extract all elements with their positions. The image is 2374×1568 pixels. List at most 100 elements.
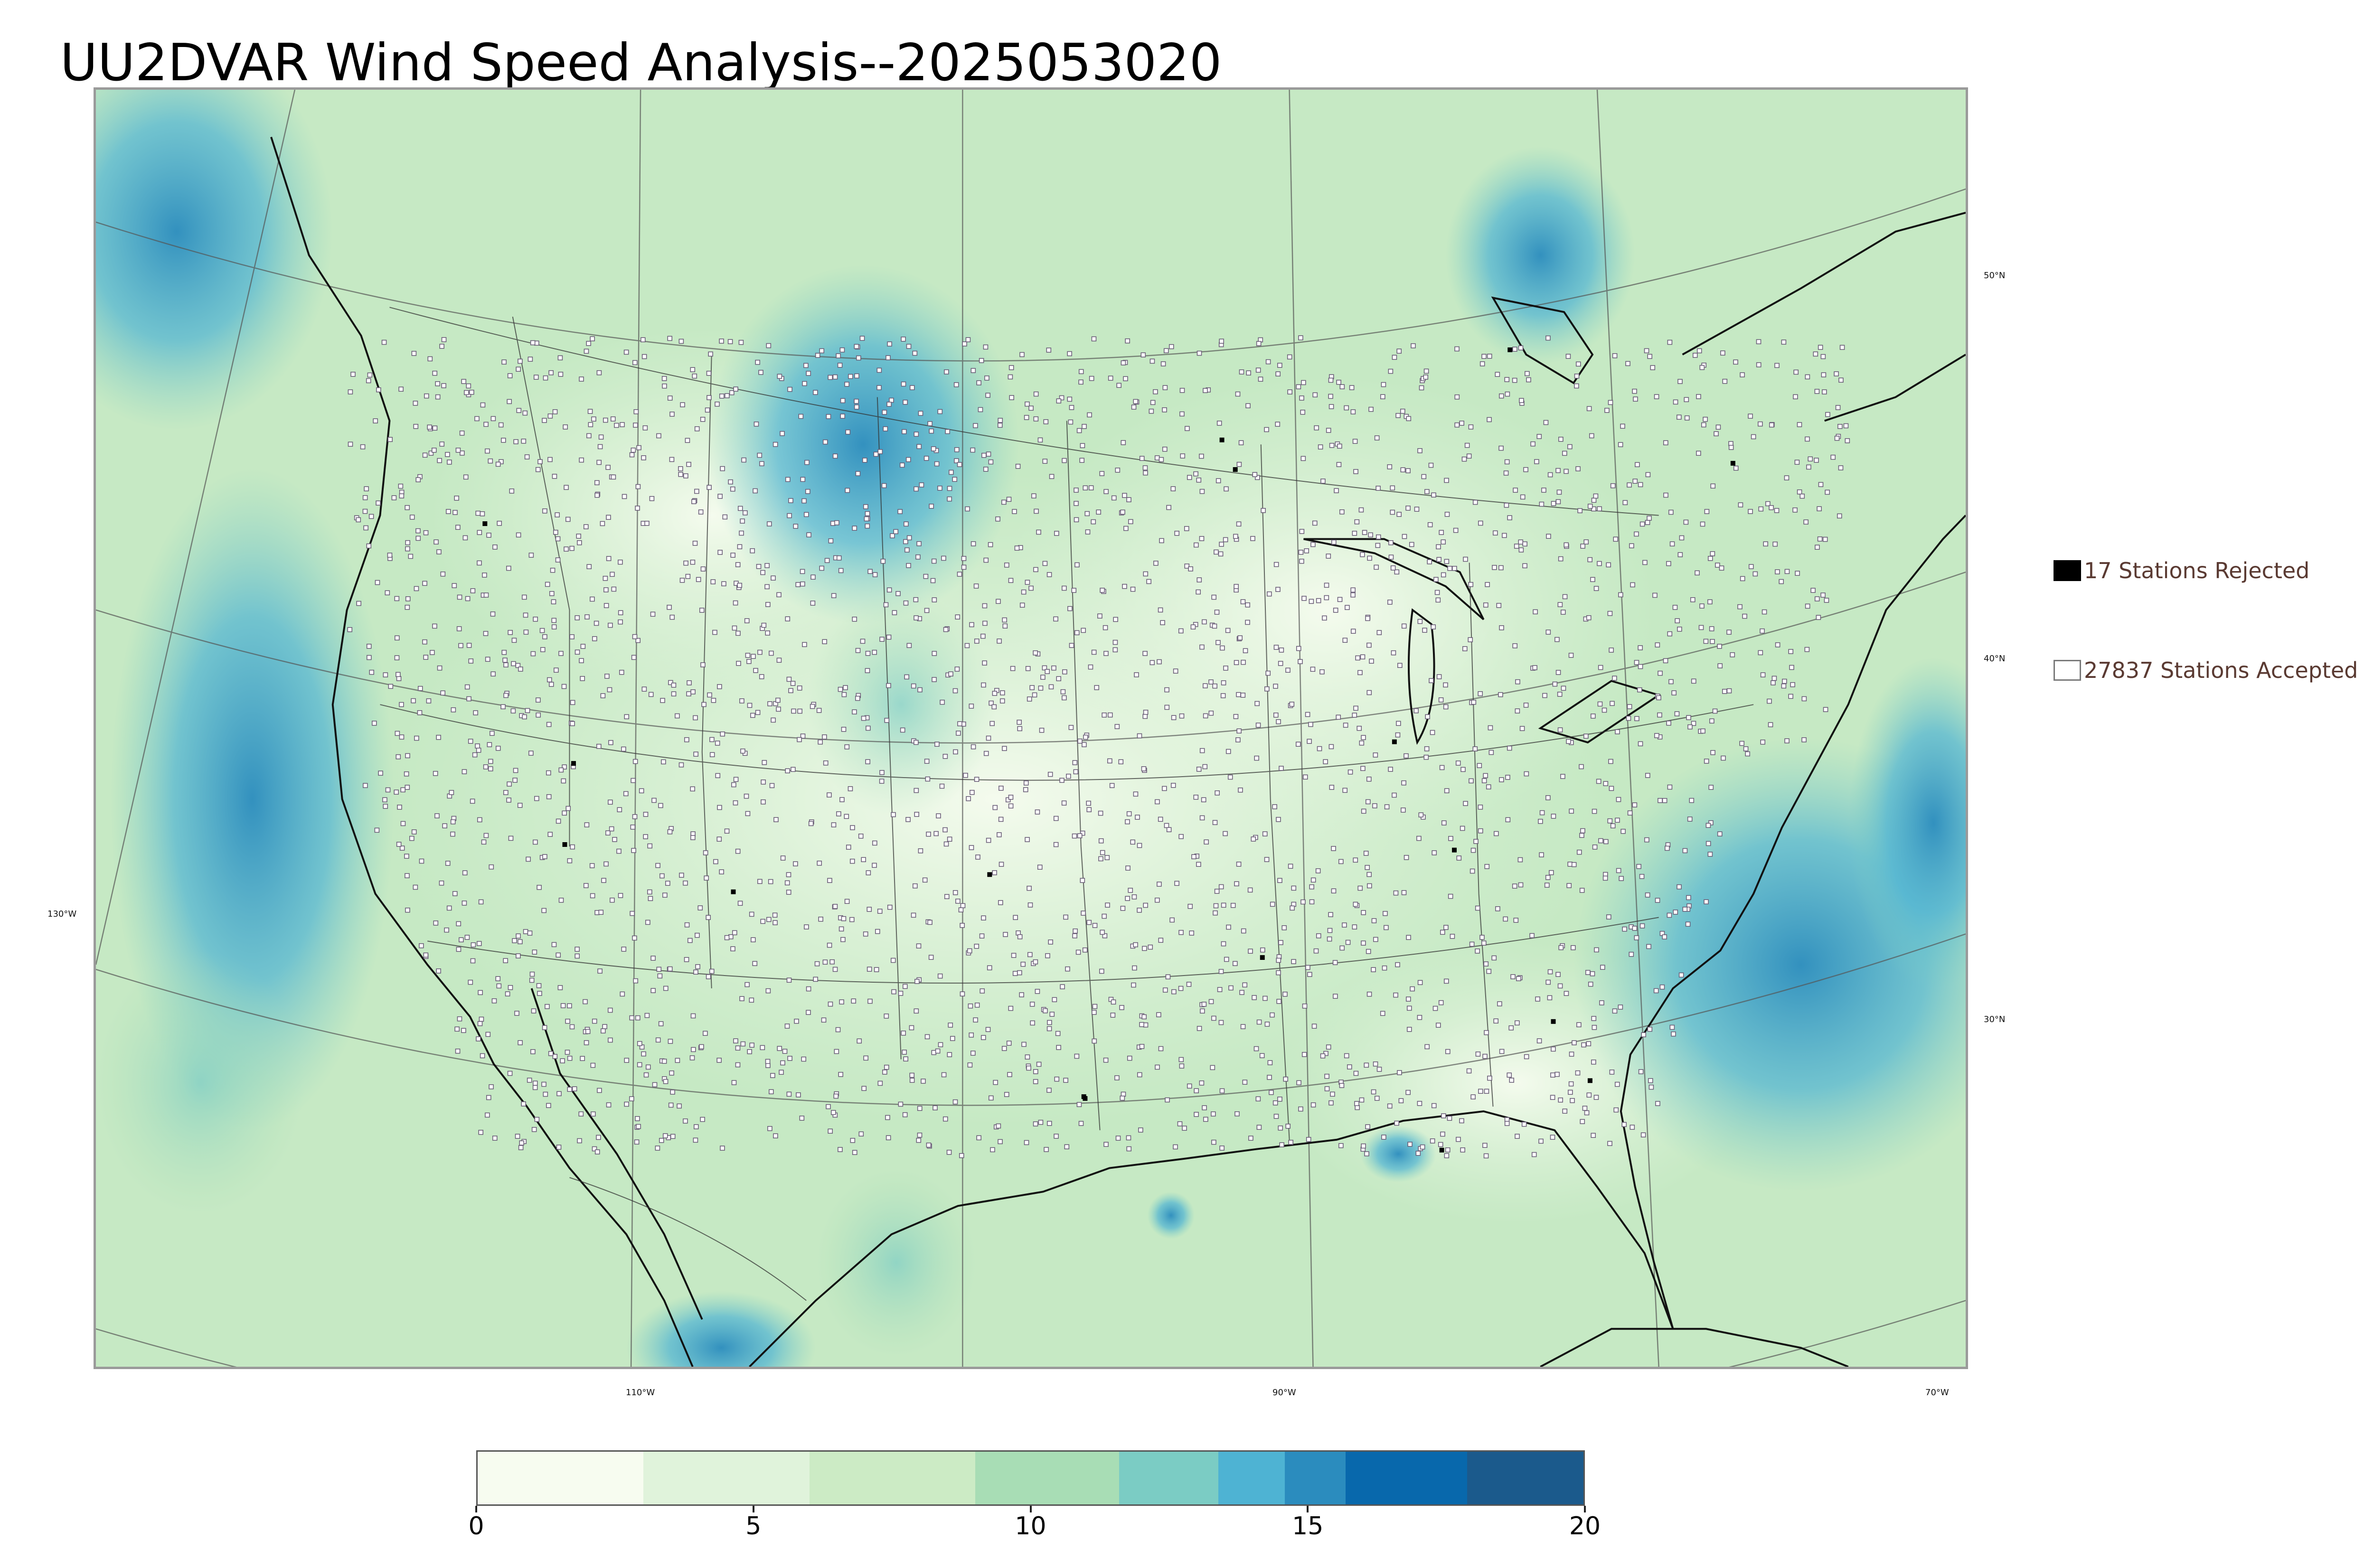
accepted-station-marker [1580, 544, 1585, 549]
accepted-station-marker [405, 540, 411, 545]
accepted-station-marker [671, 682, 677, 688]
accepted-station-marker [1240, 693, 1246, 698]
accepted-station-marker [645, 920, 650, 925]
accepted-station-marker [1496, 603, 1502, 608]
accepted-station-marker [1118, 759, 1124, 765]
wind-speed-map[interactable] [96, 90, 1966, 1367]
accepted-station-marker [967, 1062, 973, 1068]
accepted-station-marker [1329, 442, 1335, 448]
accepted-station-marker [881, 483, 887, 488]
accepted-station-marker [1125, 896, 1130, 901]
accepted-station-marker [1703, 638, 1709, 644]
accepted-station-marker [667, 829, 673, 835]
accepted-station-marker [655, 1037, 661, 1043]
accepted-station-marker [480, 402, 486, 408]
accepted-station-marker [1788, 649, 1794, 654]
accepted-station-marker [1019, 992, 1024, 997]
accepted-station-marker [1219, 1145, 1225, 1151]
accepted-station-marker [642, 425, 648, 431]
accepted-station-marker [671, 691, 677, 696]
accepted-station-marker [694, 426, 700, 432]
accepted-station-marker [1373, 752, 1378, 758]
accepted-station-marker [886, 402, 892, 407]
accepted-station-marker [436, 968, 441, 974]
accepted-station-marker [1074, 630, 1080, 636]
accepted-station-marker [935, 1048, 941, 1054]
accepted-station-marker [567, 1003, 572, 1009]
accepted-station-marker [793, 524, 799, 529]
accepted-station-marker [1135, 815, 1140, 820]
accepted-station-marker [503, 958, 508, 963]
accepted-station-marker [827, 942, 832, 948]
accepted-station-marker [1133, 399, 1139, 404]
map-panel[interactable] [94, 87, 1968, 1369]
colorbar-tick [752, 1506, 754, 1512]
accepted-station-marker [691, 499, 697, 504]
rejected-station-marker [1219, 437, 1225, 442]
accepted-station-marker [363, 525, 368, 531]
accepted-station-marker [1523, 467, 1528, 472]
accepted-station-marker [1004, 1092, 1009, 1097]
accepted-station-marker [785, 616, 791, 621]
accepted-station-marker [889, 397, 894, 403]
accepted-station-marker [1112, 647, 1118, 653]
accepted-station-marker [917, 1106, 923, 1111]
accepted-station-marker [798, 413, 804, 419]
accepted-station-marker [1214, 889, 1220, 894]
accepted-station-marker [1170, 783, 1176, 788]
accepted-station-marker [1592, 1024, 1597, 1030]
accepted-station-marker [596, 460, 602, 465]
accepted-station-marker [1224, 486, 1229, 492]
accepted-station-marker [835, 1027, 841, 1033]
accepted-station-marker [522, 594, 527, 600]
accepted-station-marker [607, 1007, 613, 1013]
accepted-station-marker [1365, 1124, 1370, 1129]
accepted-station-marker [1642, 560, 1648, 565]
accepted-station-marker [480, 511, 485, 516]
accepted-station-marker [1079, 458, 1085, 463]
accepted-station-marker [1276, 999, 1281, 1004]
accepted-station-marker [733, 1038, 738, 1043]
accepted-station-marker [1061, 800, 1067, 806]
accepted-station-marker [1123, 526, 1129, 531]
accepted-station-marker [1143, 470, 1148, 476]
accepted-station-marker [1092, 1038, 1097, 1044]
accepted-station-marker [382, 797, 387, 803]
accepted-station-marker [576, 534, 582, 539]
accepted-station-marker [656, 967, 662, 972]
accepted-station-marker [1550, 1135, 1555, 1140]
accepted-station-marker [1277, 363, 1282, 368]
accepted-station-marker [1025, 580, 1030, 585]
rejected-station-marker [562, 842, 567, 847]
accepted-station-marker [478, 1129, 484, 1135]
accepted-station-marker [1288, 1139, 1293, 1145]
accepted-station-marker [1162, 446, 1168, 452]
accepted-station-marker [415, 535, 421, 541]
accepted-station-marker [590, 1062, 596, 1068]
accepted-station-marker [848, 786, 853, 791]
accepted-station-marker [1083, 485, 1088, 491]
accepted-station-marker [760, 570, 765, 575]
accepted-station-marker [1086, 807, 1092, 812]
accepted-station-marker [541, 908, 546, 913]
accepted-station-marker [483, 422, 489, 427]
accepted-station-marker [1484, 1030, 1489, 1035]
accepted-station-marker [1282, 991, 1288, 997]
accepted-station-marker [1635, 462, 1640, 468]
accepted-station-marker [1758, 650, 1763, 656]
accepted-station-marker [1444, 788, 1450, 793]
rejected-stations-label: 17 Stations Rejected [2084, 558, 2310, 583]
accepted-station-marker [512, 938, 517, 943]
accepted-station-marker [1178, 1057, 1184, 1062]
accepted-station-marker [1366, 799, 1371, 805]
accepted-station-marker [1717, 644, 1722, 649]
accepted-station-marker [837, 363, 843, 368]
accepted-station-marker [575, 947, 580, 952]
accepted-station-marker [515, 1134, 520, 1139]
accepted-station-marker [954, 447, 960, 452]
accepted-station-marker [1308, 722, 1313, 727]
accepted-station-marker [1162, 987, 1168, 993]
accepted-station-marker [1309, 884, 1314, 890]
accepted-station-marker [477, 1021, 483, 1026]
accepted-station-marker [549, 591, 555, 596]
